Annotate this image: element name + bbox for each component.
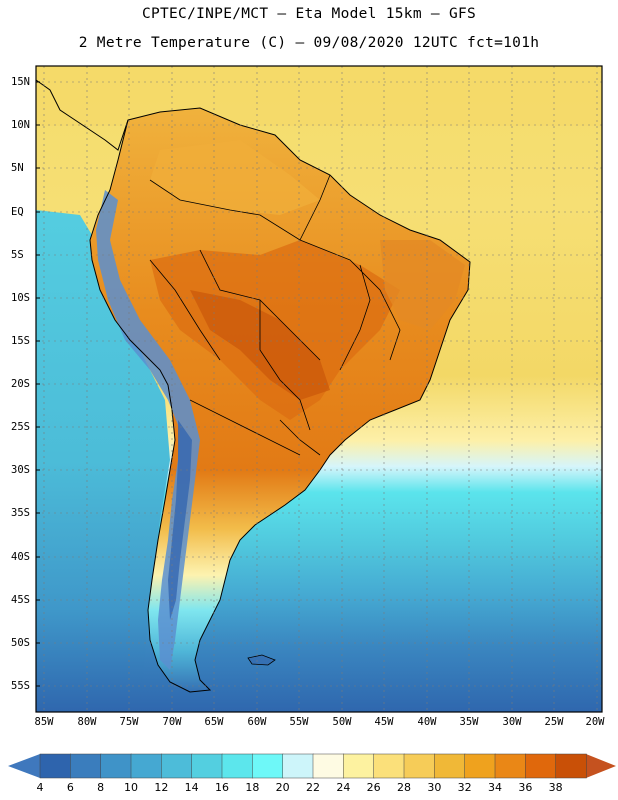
colorbar-label: 10 <box>124 781 138 794</box>
lat-label-10s: 10S <box>11 292 30 304</box>
country-borders <box>149 174 401 456</box>
map-frame <box>35 65 603 713</box>
lat-label-10n: 10N <box>11 119 30 131</box>
colorbar-label: 4 <box>36 781 44 794</box>
lon-label-55w: 55W <box>289 716 309 728</box>
colorbar-label: 16 <box>215 781 229 794</box>
colorbar-label: 8 <box>97 781 105 794</box>
colorbar-label: 32 <box>457 781 472 794</box>
lon-label-45w: 45W <box>374 716 394 728</box>
pacific-ocean-field <box>36 210 170 712</box>
lat-label-eq: EQ <box>11 206 24 218</box>
lon-label-80w: 80W <box>77 716 97 728</box>
colorbar-swatch <box>221 753 254 779</box>
lon-label-40w: 40W <box>417 716 437 728</box>
colorbar-swatch <box>373 753 405 779</box>
lon-label-20w: 20W <box>585 716 605 728</box>
colorbar-label: 14 <box>184 781 199 794</box>
axis-ticks <box>36 81 40 687</box>
colorbar-low-arrow <box>8 754 40 778</box>
colorbar-swatch <box>70 753 102 779</box>
lon-label-50w: 50W <box>332 716 352 728</box>
colorbar-swatch <box>100 753 132 779</box>
lon-label-60w: 60W <box>247 716 267 728</box>
colorbar-label: 12 <box>154 781 169 794</box>
central-america-coast <box>36 79 129 151</box>
northeast-region <box>380 240 465 330</box>
lon-label-70w: 70W <box>162 716 182 728</box>
colorbar-label: 20 <box>275 781 290 794</box>
lon-label-75w: 75W <box>119 716 139 728</box>
color-legend <box>8 753 616 779</box>
map-title-line1: CPTEC/INPE/MCT – Eta Model 15km – GFS <box>141 6 477 22</box>
lat-label-25s: 25S <box>11 421 30 433</box>
colorbar-swatch <box>39 753 72 779</box>
colorbar-high-arrow <box>586 754 616 778</box>
colorbar-swatch <box>403 753 436 779</box>
coastline <box>89 107 471 693</box>
lat-label-30s: 30S <box>11 464 30 476</box>
colorbar-swatch <box>312 753 345 779</box>
colorbar-swatch <box>555 753 587 779</box>
colorbar-label: 6 <box>66 781 74 794</box>
colorbar-swatch <box>343 753 375 779</box>
lat-label-15n: 15N <box>11 76 30 88</box>
lat-label-50s: 50S <box>11 637 30 649</box>
lat-label-40s: 40S <box>11 551 30 563</box>
colorbar-swatch <box>252 753 284 779</box>
colorbar-label: 22 <box>306 781 320 794</box>
colorbar-label: 18 <box>245 781 260 794</box>
graticule <box>36 66 602 712</box>
colorbar-swatch <box>434 753 466 779</box>
lat-label-15s: 15S <box>11 335 30 347</box>
colorbar-swatch <box>191 753 223 779</box>
colorbar-label: 28 <box>397 781 411 794</box>
colorbar-label: 38 <box>548 781 563 794</box>
colorbar-swatch <box>161 753 193 779</box>
colorbar-swatch <box>464 753 496 779</box>
lat-label-5n: 5N <box>11 162 24 174</box>
map-title-line2: 2 Metre Temperature (C) – 09/08/2020 12U… <box>78 35 540 51</box>
colorbar-label: 24 <box>336 781 351 794</box>
colorbar-swatch <box>282 753 314 779</box>
colorbar-label: 36 <box>518 781 533 794</box>
colorbar-label: 30 <box>427 781 442 794</box>
colorbar-label: 26 <box>366 781 381 794</box>
falkland-islands <box>247 654 276 666</box>
lon-label-30w: 30W <box>502 716 522 728</box>
amazon-mild-region <box>150 140 320 215</box>
lat-label-5s: 5S <box>11 249 24 261</box>
caribbean-field <box>36 66 602 126</box>
lat-label-55s: 55S <box>11 680 30 692</box>
lat-label-20s: 20S <box>11 378 30 390</box>
colorbar-swatch <box>130 753 163 779</box>
lon-label-25w: 25W <box>544 716 564 728</box>
lat-label-45s: 45S <box>11 594 30 606</box>
colorbar-label: 34 <box>488 781 502 794</box>
lon-label-85w: 85W <box>34 716 54 728</box>
lon-label-65w: 65W <box>204 716 224 728</box>
colorbar-swatch <box>494 753 527 779</box>
lat-label-35s: 35S <box>11 507 30 519</box>
lon-label-35w: 35W <box>459 716 479 728</box>
colorbar-swatch <box>525 753 557 779</box>
